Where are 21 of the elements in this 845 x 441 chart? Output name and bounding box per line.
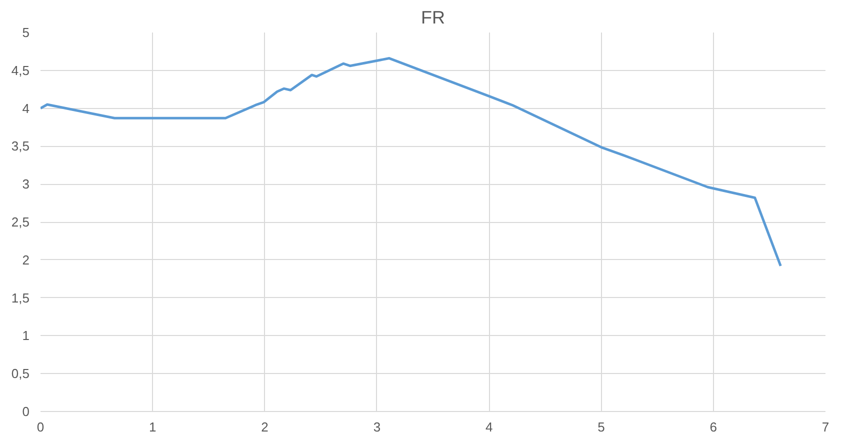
y-tick-label: 0	[22, 404, 30, 419]
y-tick-label: 2	[22, 252, 30, 268]
x-tick-label: 2	[261, 420, 268, 434]
y-tick-label: 5	[22, 25, 30, 40]
chart-title: FR	[421, 8, 446, 28]
y-tick-label: 4,5	[11, 62, 30, 78]
x-tick-label: 7	[822, 420, 830, 434]
x-tick-label: 0	[36, 420, 44, 434]
y-tick-label: 0,5	[11, 366, 30, 382]
y-tick-label: 3,5	[11, 138, 30, 154]
x-tick-label: 6	[710, 420, 717, 434]
y-tick-label: 4	[22, 100, 30, 116]
x-tick-label: 3	[373, 420, 381, 434]
x-tick-label: 4	[485, 420, 493, 434]
y-tick-label: 1	[22, 328, 30, 344]
y-tick-label: 1,5	[11, 290, 30, 306]
line-series	[40, 57, 782, 268]
y-tick-label: 2,5	[11, 214, 30, 230]
x-tick-label: 1	[149, 420, 156, 434]
x-tick-label: 5	[598, 420, 605, 434]
y-tick-label: 3	[22, 176, 30, 192]
